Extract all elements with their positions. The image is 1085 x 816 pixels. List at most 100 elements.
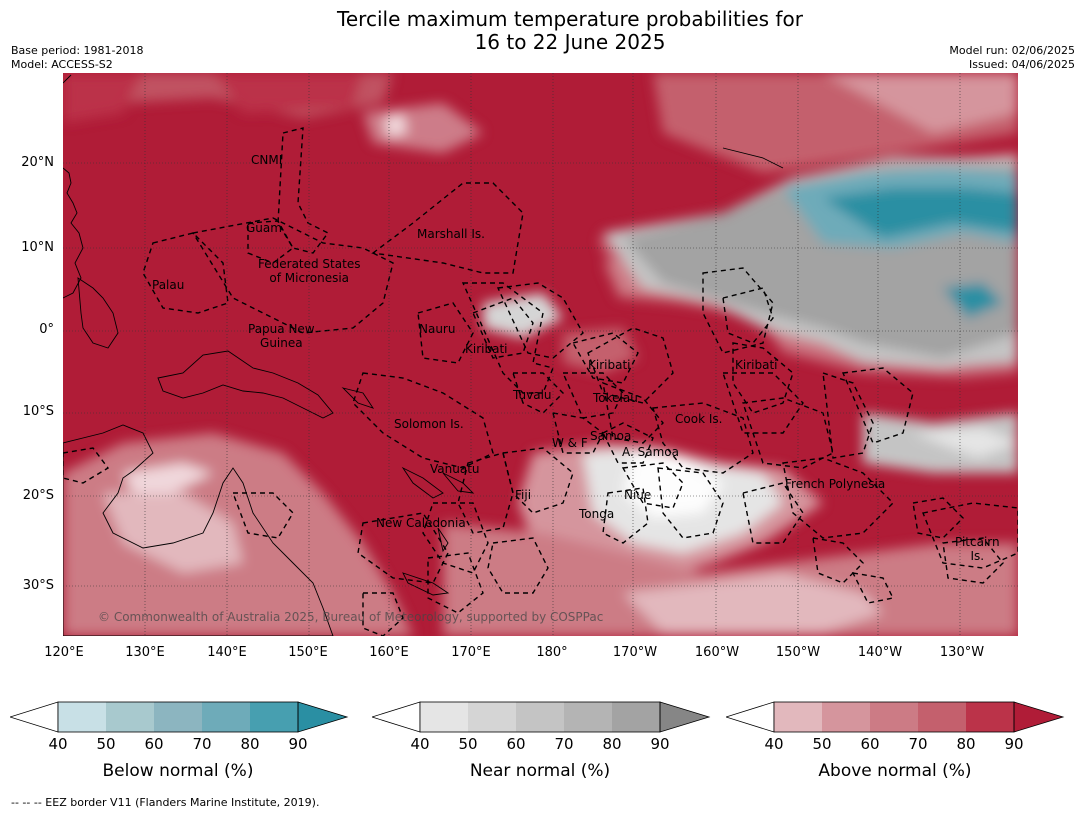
colorbar-above-tick: 60 (860, 735, 880, 753)
title-line-2: 16 to 22 June 2025 (474, 30, 666, 54)
colorbar-above-swatch (966, 702, 1014, 732)
lat-label-20n: 20°N (21, 155, 54, 170)
region-label-tuvalu: Tuvalu (513, 388, 552, 402)
region-label-pitcairn-line2: Is. (970, 549, 985, 563)
colorbar-near-tick: 70 (554, 735, 574, 753)
eez-borders (63, 127, 1018, 636)
region-label-kiribati-west: Kiribati (465, 342, 508, 356)
lon-label-180: 180° (536, 645, 568, 660)
lon-label-130e: 130°E (125, 645, 165, 660)
region-label-pitcairn: Pitcairn Is. (955, 535, 1000, 563)
colorbar-above-tick: 70 (908, 735, 928, 753)
probability-field (63, 73, 1018, 636)
colorbar-near-swatch (516, 702, 564, 732)
coastlines (63, 74, 784, 636)
region-label-png: Papua New Guinea (248, 322, 315, 350)
region-label-fiji: Fiji (515, 488, 532, 502)
colorbar-near-low-arrow (372, 701, 421, 733)
region-label-png-line2: Guinea (260, 336, 303, 350)
colorbar-near-label: Near normal (%) (469, 761, 611, 781)
region-label-new-caledonia: New Caledonia (376, 516, 466, 530)
region-label-fsm-line1: Federated States (258, 257, 361, 271)
map-title: Tercile maximum temperature probabilitie… (0, 8, 1085, 54)
lat-label-10n: 10°N (21, 240, 54, 255)
region-label-cook: Cook Is. (675, 412, 723, 426)
colorbar-below-swatch (58, 702, 106, 732)
eez-legend-footer: -- -- -- EEZ border V11 (Flanders Marine… (11, 796, 320, 809)
colorbar-above-tick: 90 (1004, 735, 1024, 753)
region-label-vanuatu: Vanuatu (430, 462, 480, 476)
colorbar-below-high-arrow (297, 701, 349, 733)
colorbar-below-swatch (250, 702, 298, 732)
colorbar-near-tick: 80 (602, 735, 622, 753)
region-label-pitcairn-line1: Pitcairn (955, 535, 1000, 549)
colorbar-near-swatch (612, 702, 660, 732)
region-label-kiribati-central: Kiribati (588, 358, 631, 372)
lat-label-10s: 10°S (22, 404, 54, 419)
region-label-nauru: Nauru (419, 322, 456, 336)
colorbar-above-tick: 50 (812, 735, 832, 753)
region-label-png-line1: Papua New (248, 322, 315, 336)
region-label-tokelau: Tokelau (593, 391, 638, 405)
colorbar-near-tick: 50 (458, 735, 478, 753)
colorbar-near-high-arrow (659, 701, 711, 733)
colorbar-below-tick: 90 (288, 735, 308, 753)
region-label-cnmi: CNMI (251, 153, 283, 167)
region-label-american-samoa: A. Samoa (622, 445, 679, 459)
lat-label-30s: 30°S (22, 578, 54, 593)
colorbar-below-tick: 40 (48, 735, 68, 753)
lon-label-170w: 170°W (612, 645, 658, 660)
colorbar-above-low-arrow (726, 701, 775, 733)
colorbar-above (726, 701, 1065, 733)
colorbar-above-tick: 40 (764, 735, 784, 753)
lon-label-140e: 140°E (207, 645, 247, 660)
lon-label-150e: 150°E (288, 645, 328, 660)
colorbar-near-tick: 90 (650, 735, 670, 753)
colorbar-below-tick: 70 (192, 735, 212, 753)
colorbar-above-swatch (822, 702, 870, 732)
colorbar-above-swatch (774, 702, 822, 732)
region-label-marshall: Marshall Is. (417, 227, 485, 241)
lat-label-20s: 20°S (22, 488, 54, 503)
colorbar-near-tick: 60 (506, 735, 526, 753)
region-label-wallis-futuna: W & F (552, 436, 588, 450)
colorbar-above-swatch (870, 702, 918, 732)
colorbar-below-label: Below normal (%) (102, 761, 254, 781)
colorbar-near-swatch (420, 702, 468, 732)
lon-label-130w: 130°W (939, 645, 985, 660)
colorbar-near-swatch (468, 702, 516, 732)
region-label-tonga: Tonga (579, 507, 615, 521)
colorbar-above-swatch (918, 702, 966, 732)
region-label-guam: Guam (246, 221, 282, 235)
colorbar-below-tick: 60 (144, 735, 164, 753)
colorbar-near (372, 701, 711, 733)
region-label-palau: Palau (152, 278, 185, 292)
copyright-notice: © Commonwealth of Australia 2025, Bureau… (98, 610, 604, 624)
colorbar-above-tick: 80 (956, 735, 976, 753)
colorbar-below-tick: 80 (240, 735, 260, 753)
colorbar-below-tick: 50 (96, 735, 116, 753)
lon-label-170e: 170°E (451, 645, 491, 660)
model-run: Model run: 02/06/2025 (949, 44, 1075, 57)
colorbar-below-low-arrow (10, 701, 59, 733)
colorbar-near-swatch (564, 702, 612, 732)
region-label-fsm: Federated States of Micronesia (258, 257, 360, 285)
region-label-kiribati-east: Kiribati (735, 358, 778, 372)
title-line-1: Tercile maximum temperature probabilitie… (337, 7, 803, 31)
region-label-samoa: Samoa (590, 429, 632, 443)
region-label-french-polynesia: French Polynesia (785, 477, 886, 491)
colorbar-above-high-arrow (1013, 701, 1065, 733)
colorbar-below (10, 701, 349, 733)
lon-label-120e: 120°E (44, 645, 84, 660)
region-label-niue: Niue (624, 488, 652, 502)
colorbar-below-swatch (106, 702, 154, 732)
colorbar-near-tick: 40 (410, 735, 430, 753)
base-period: Base period: 1981-2018 (11, 44, 144, 57)
probability-map (63, 73, 1018, 636)
colorbar-below-swatch (154, 702, 202, 732)
lon-label-160e: 160°E (369, 645, 409, 660)
meta-right: Model run: 02/06/2025 Issued: 04/06/2025 (949, 44, 1075, 72)
issued-date: Issued: 04/06/2025 (968, 58, 1075, 71)
region-label-fsm-line2: of Micronesia (269, 271, 350, 285)
lon-label-140w: 140°W (857, 645, 903, 660)
